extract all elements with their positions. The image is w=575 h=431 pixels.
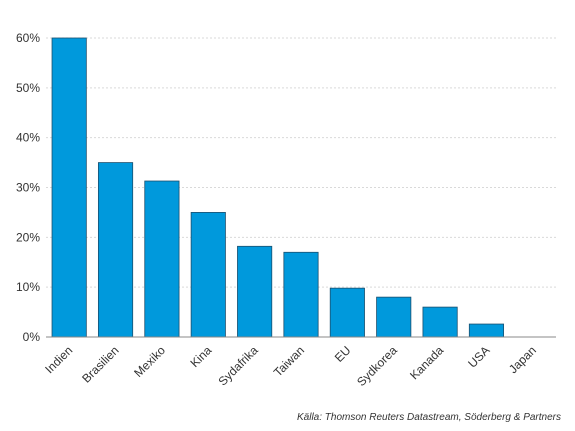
x-tick-label: Indien bbox=[42, 343, 75, 376]
bar-sydkorea bbox=[376, 296, 412, 338]
x-axis: Indien Brasilien Mexiko Kina Sydafrika Taiwan… bbox=[42, 336, 556, 389]
x-tick-label: EU bbox=[332, 343, 354, 365]
y-tick-label: 30% bbox=[16, 181, 40, 195]
y-tick-label: 40% bbox=[16, 131, 40, 145]
bar-eu bbox=[329, 287, 365, 338]
x-tick-label: Japan bbox=[506, 343, 539, 376]
x-tick-label: Kanada bbox=[407, 343, 446, 382]
y-tick-label: 50% bbox=[16, 81, 40, 95]
bar-kina bbox=[190, 212, 226, 338]
x-tick-label: Sydkorea bbox=[354, 343, 400, 389]
bar-taiwan bbox=[283, 251, 319, 338]
x-tick-label: Kina bbox=[188, 343, 215, 370]
x-tick-label: Mexiko bbox=[131, 343, 168, 380]
source-note: Källa: Thomson Reuters Datastream, Söder… bbox=[296, 412, 561, 423]
bar-mexiko bbox=[144, 180, 180, 338]
x-tick-label: Sydafrika bbox=[215, 343, 261, 389]
bar-kanada bbox=[422, 306, 458, 338]
y-tick-label: 10% bbox=[16, 280, 40, 294]
bars bbox=[51, 37, 505, 338]
y-axis: 0% 10% 20% 30% 40% 50% 60% bbox=[16, 31, 40, 344]
y-tick-label: 0% bbox=[23, 330, 41, 344]
y-tick-label: 60% bbox=[16, 31, 40, 45]
bar-sydafrika bbox=[237, 245, 273, 338]
bar-indien bbox=[51, 37, 87, 338]
x-tick-label: USA bbox=[465, 343, 492, 370]
bar-brasilien bbox=[97, 162, 134, 338]
x-tick-label: Taiwan bbox=[271, 343, 307, 379]
bar-usa bbox=[468, 323, 505, 338]
y-tick-label: 20% bbox=[16, 230, 40, 244]
x-tick-label: Brasilien bbox=[79, 343, 121, 385]
